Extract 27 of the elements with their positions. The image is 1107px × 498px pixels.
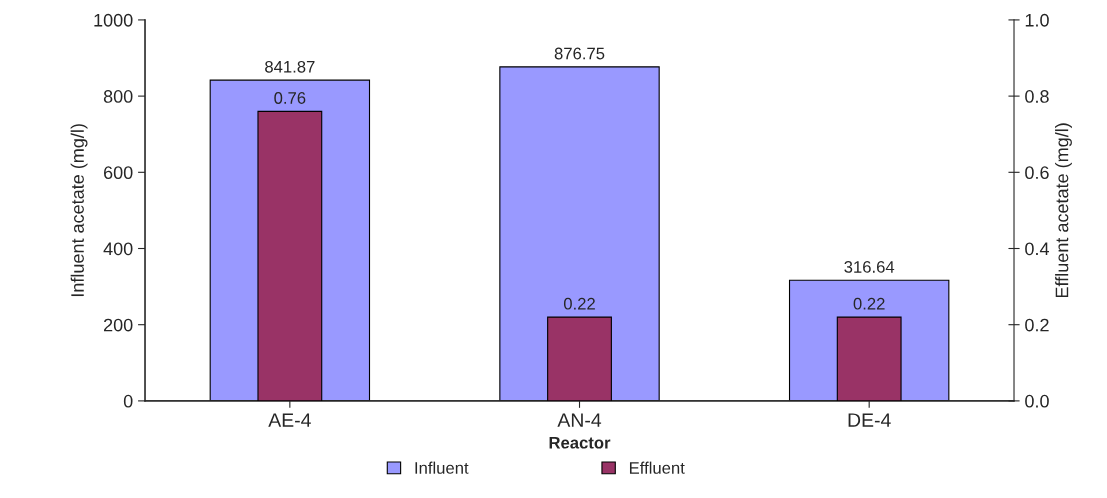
y2-tick-label: 0.2 — [1025, 318, 1049, 332]
y2-tick-label: 0.6 — [1025, 166, 1049, 180]
y2-tick-label: 0.8 — [1025, 90, 1049, 103]
y2-tick-label: 1.0 — [1025, 13, 1049, 27]
bar — [499, 66, 660, 401]
data-label: 0.22 — [563, 297, 595, 310]
y-tick-label: 400 — [103, 242, 133, 256]
data-label: 841.87 — [265, 60, 315, 73]
y-tick-label: 600 — [104, 166, 133, 180]
x-tick-label: AN-4 — [557, 413, 602, 427]
y-tick-label: 0 — [123, 394, 133, 408]
legend-label: Influent — [415, 461, 469, 474]
data-label: 0.76 — [274, 92, 306, 104]
y2-tick-label: 0.0 — [1025, 394, 1049, 408]
data-label: 316.64 — [844, 261, 895, 273]
legend-label: Effluent — [629, 461, 685, 474]
x-tick-label: AE-4 — [268, 413, 311, 427]
y2-axis-title: Effluent acetate (mg/l) — [1055, 123, 1072, 298]
x-axis-title: Reactor — [549, 436, 611, 449]
y-tick-label: 800 — [103, 90, 133, 103]
y-axis-title: Influent acetate (mg/l) — [70, 124, 88, 297]
y2-tick-label: 0.4 — [1025, 242, 1049, 256]
data-label: 0.22 — [853, 297, 885, 310]
x-tick-label: DE-4 — [848, 413, 891, 427]
y-tick-label: 1000 — [94, 13, 133, 27]
y-tick-label: 200 — [104, 318, 133, 332]
data-label: 876.75 — [554, 47, 605, 60]
